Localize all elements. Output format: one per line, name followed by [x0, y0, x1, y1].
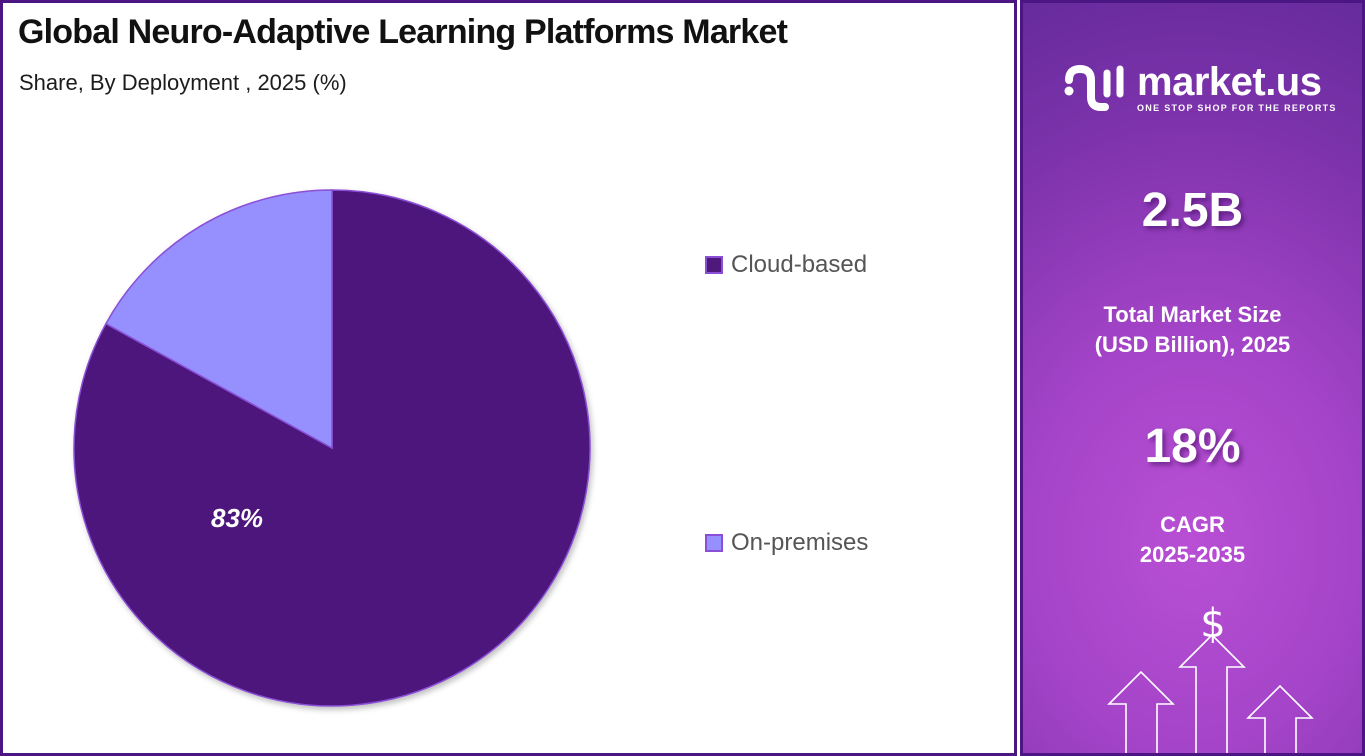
chart-subtitle: Share, By Deployment , 2025 (%) — [19, 70, 347, 95]
market-size-value: 2.5B — [1141, 184, 1244, 237]
brand-tagline: ONE STOP SHOP FOR THE REPORTS — [1137, 102, 1337, 113]
cagr-label: CAGR 2025-2035 — [1023, 510, 1362, 570]
pie-label-cloud-based: 83% — [211, 503, 264, 533]
dollar-icon: $ — [1200, 601, 1225, 647]
cagr-label-line2: 2025-2035 — [1139, 542, 1246, 567]
pie-slice-on-premises[interactable] — [104, 189, 333, 450]
legend-label: Cloud-based — [731, 251, 868, 278]
legend-swatch-on-premises — [705, 534, 723, 552]
summary-panel: market.us ONE STOP SHOP FOR THE REPORTS … — [1020, 0, 1365, 756]
brand-name: market.us — [1137, 59, 1322, 104]
growth-arrows-icon: $ — [1107, 601, 1314, 753]
market-size-label-line1: Total Market Size — [1103, 302, 1282, 327]
pie-chart: 83% — [63, 178, 603, 718]
market-us-logo-icon — [1064, 64, 1124, 111]
market-size-label-line2: (USD Billion), 2025 — [1094, 332, 1291, 357]
legend-label: On-premises — [731, 529, 869, 556]
cagr-value: 18% — [1144, 420, 1241, 473]
chart-title: Global Neuro-Adaptive Learning Platforms… — [18, 13, 788, 51]
legend-item-on-premises[interactable]: On-premises — [705, 529, 868, 557]
pie-chart-svg — [73, 189, 591, 707]
market-size-label: Total Market Size (USD Billion), 2025 — [1023, 300, 1362, 360]
legend-swatch-cloud-based — [705, 256, 723, 274]
brand-logo[interactable]: market.us ONE STOP SHOP FOR THE REPORTS — [1063, 61, 1337, 115]
chart-panel: Global Neuro-Adaptive Learning Platforms… — [0, 0, 1017, 756]
legend-item-cloud-based[interactable]: Cloud-based — [705, 251, 867, 279]
cagr-label-line1: CAGR — [1160, 512, 1225, 537]
